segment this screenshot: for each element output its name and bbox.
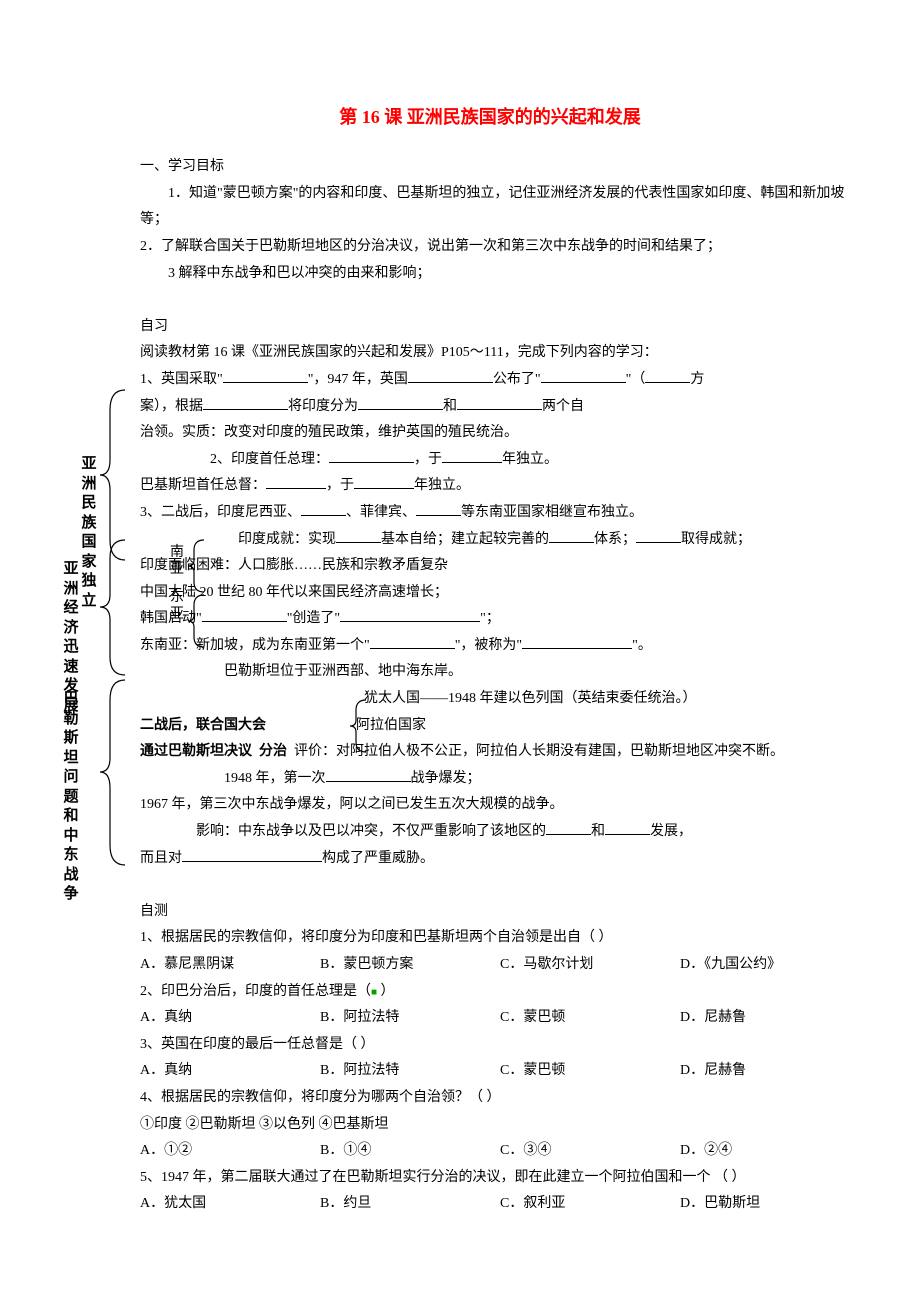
study-line-5: 印度面临困难：人口膨胀……民族和宗教矛盾复杂 xyxy=(140,553,860,580)
study-line-1c: 治领。实质：改变对印度的殖民政策，维护英国的殖民统治。 xyxy=(140,420,860,447)
brace-south-asia xyxy=(188,540,208,592)
brace-palestine xyxy=(100,680,130,865)
q1-opt-d: D．《九国公约》 xyxy=(680,952,860,979)
q3-opt-a: A．真纳 xyxy=(140,1058,320,1085)
label-asia-independence: 亚洲民族国家独立 xyxy=(80,455,98,611)
brace-partition xyxy=(350,700,370,752)
label-east-asia: 东亚 xyxy=(168,590,186,624)
test-heading: 自测 xyxy=(140,899,860,926)
objective-1: 1．知道"蒙巴顿方案"的内容和印度、巴基斯坦的独立，记住亚洲经济发展的代表性国家… xyxy=(140,181,860,234)
q2-opt-c: C．蒙巴顿 xyxy=(500,1005,680,1032)
study-line-1: 1、英国采取""，947 年，英国公布了""（方 xyxy=(140,367,860,394)
q4: 4、根据居民的宗教信仰，将印度分为哪两个自治领？（ ） xyxy=(140,1085,860,1112)
study-line-3: 3、二战后，印度尼西亚、、菲律宾、等东南亚国家相继宣布独立。 xyxy=(140,500,860,527)
study-line-8: 东南亚：新加坡，成为东南亚第一个""，被称为""。 xyxy=(140,633,860,660)
objective-2: 2．了解联合国关于巴勒斯坦地区的分治决议，说出第一次和第三次中东战争的时间和结果… xyxy=(140,234,860,261)
label-palestine-mideast: 巴勒斯坦问题和中东战争 xyxy=(62,690,80,905)
study-line-11-12: 二战后，联合国大会阿拉伯国家 xyxy=(140,713,860,740)
q5: 5、1947 年，第二届联大通过了在巴勒斯坦实行分治的决议，即在此建立一个阿拉伯… xyxy=(140,1165,860,1192)
q4-options: A．①② B．①④ C．③④ D．②④ xyxy=(140,1138,860,1165)
study-line-6: 中国大陆 20 世纪 80 年代以来国民经济高速增长； xyxy=(140,580,860,607)
page-title: 第 16 课 亚洲民族国家的的兴起和发展 xyxy=(120,100,860,134)
q1-opt-c: C．马歇尔计划 xyxy=(500,952,680,979)
q1: 1、根据居民的宗教信仰，将印度分为印度和巴基斯坦两个自治领是出自（ ） xyxy=(140,925,860,952)
objective-3: 3 解释中东战争和巴以冲突的由来和影响； xyxy=(140,261,860,288)
q3-opt-b: B．阿拉法特 xyxy=(320,1058,500,1085)
brace-independence xyxy=(100,390,130,560)
brace-east-asia xyxy=(188,595,208,647)
green-dot-icon: ■ xyxy=(371,987,377,998)
q1-options: A．慕尼黑阴谋 B．蒙巴顿方案 C．马歇尔计划 D．《九国公约》 xyxy=(140,952,860,979)
q3: 3、英国在印度的最后一任总督是（ ） xyxy=(140,1032,860,1059)
q2-opt-a: A．真纳 xyxy=(140,1005,320,1032)
q3-options: A．真纳 B．阿拉法特 C．蒙巴顿 D．尼赫鲁 xyxy=(140,1058,860,1085)
q1-opt-b: B．蒙巴顿方案 xyxy=(320,952,500,979)
study-line-7: 韩国启动""创造了""； xyxy=(140,606,860,633)
q4-opt-d: D．②④ xyxy=(680,1138,860,1165)
study-line-17: 1967 年，第三次中东战争爆发，阿以之间已发生五次大规模的战争。 xyxy=(140,792,860,819)
q2-options: A．真纳 B．阿拉法特 C．蒙巴顿 D．尼赫鲁 xyxy=(140,1005,860,1032)
q2: 2、印巴分治后，印度的首任总理是（■ ） xyxy=(140,979,860,1006)
study-line-13-15: 通过巴勒斯坦决议 分治 评价：对阿拉伯人极不公正，阿拉伯人长期没有建国，巴勒斯坦… xyxy=(140,739,860,766)
q4-opt-b: B．①④ xyxy=(320,1138,500,1165)
q2-opt-b: B．阿拉法特 xyxy=(320,1005,500,1032)
study-line-16: 1948 年，第一次战争爆发； xyxy=(140,766,860,793)
brace-economy xyxy=(100,540,130,675)
study-heading: 自习 xyxy=(140,314,860,341)
study-line-9: 巴勒斯坦位于亚洲西部、地中海东岸。 xyxy=(140,659,860,686)
q5-options: A．犹太国 B．约旦 C．叙利亚 D．巴勒斯坦 xyxy=(140,1191,860,1218)
q4-opt-c: C．③④ xyxy=(500,1138,680,1165)
study-line-2b: 巴基斯坦首任总督：，于年独立。 xyxy=(140,473,860,500)
q2-opt-d: D．尼赫鲁 xyxy=(680,1005,860,1032)
q3-opt-d: D．尼赫鲁 xyxy=(680,1058,860,1085)
objectives-heading: 一、学习目标 xyxy=(140,154,860,181)
study-line-1b: 案），根据将印度分为和两个自 xyxy=(140,394,860,421)
q5-opt-a: A．犹太国 xyxy=(140,1191,320,1218)
study-line-18: 影响：中东战争以及巴以冲突，不仅严重影响了该地区的和发展， xyxy=(140,819,860,846)
q5-opt-c: C．叙利亚 xyxy=(500,1191,680,1218)
q5-opt-b: B．约旦 xyxy=(320,1191,500,1218)
study-line-19: 而且对构成了严重威胁。 xyxy=(140,846,860,873)
study-intro: 阅读教材第 16 课《亚洲民族国家的兴起和发展》P105～111，完成下列内容的… xyxy=(140,340,860,367)
study-line-4: 印度成就：实现基本自给；建立起较完善的体系；取得成就； xyxy=(140,527,860,554)
study-line-10: 犹太人国——1948 年建以色列国（英结束委任统治。） xyxy=(140,686,860,713)
q4-opt-a: A．①② xyxy=(140,1138,320,1165)
q1-opt-a: A．慕尼黑阴谋 xyxy=(140,952,320,979)
q4-sub-options: ①印度 ②巴勒斯坦 ③以色列 ④巴基斯坦 xyxy=(140,1112,860,1139)
q3-opt-c: C．蒙巴顿 xyxy=(500,1058,680,1085)
label-south-asia: 南亚 xyxy=(168,545,186,579)
q5-opt-d: D．巴勒斯坦 xyxy=(680,1191,860,1218)
study-line-2: 2、印度首任总理：，于年独立。 xyxy=(140,447,860,474)
